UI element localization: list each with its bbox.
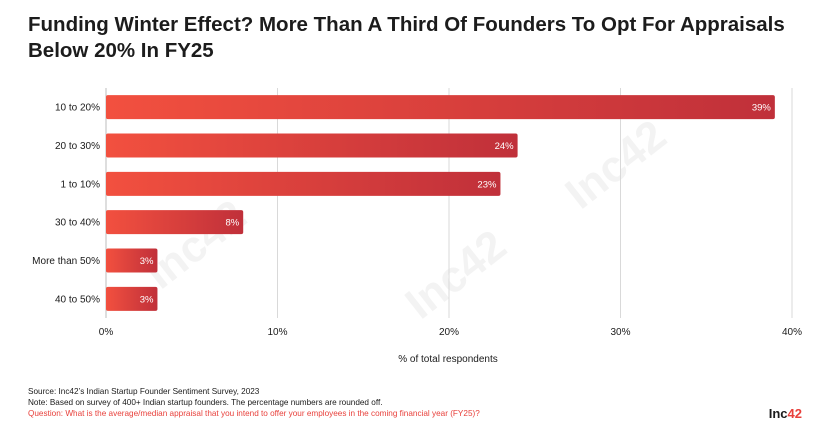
chart-title-line-2: Below 20% In FY25	[28, 39, 214, 62]
bar	[106, 133, 518, 158]
bar	[106, 248, 158, 273]
x-tick-label: 40%	[782, 327, 802, 338]
data-label: 24%	[495, 141, 515, 152]
chart-title-line-1: Funding Winter Effect? More Than A Third…	[28, 13, 785, 36]
category-label: 20 to 30%	[55, 141, 100, 152]
bar	[106, 286, 158, 311]
category-label: More than 50%	[32, 256, 100, 267]
x-tick-label: 0%	[99, 327, 114, 338]
logo-text: Inc	[768, 406, 788, 421]
data-label: 3%	[140, 256, 154, 267]
data-label: 23%	[477, 179, 497, 190]
bar	[106, 95, 775, 120]
bar	[106, 171, 501, 196]
data-label: 3%	[140, 294, 154, 305]
x-tick-label: 10%	[267, 327, 287, 338]
source-text: Source: Inc42’s Indian Startup Founder S…	[28, 387, 260, 396]
category-label: 30 to 40%	[55, 218, 100, 229]
note-text: Note: Based on survey of 400+ Indian sta…	[28, 398, 383, 407]
inc42-logo: Inc42	[769, 406, 802, 421]
bar-chart: 0% 10% 20% 30% 40% 10 to 20% 39% 20 to 30% 24% 1 …	[32, 88, 802, 365]
category-label: 40 to 50%	[55, 294, 100, 305]
category-label: 1 to 10%	[61, 179, 101, 190]
data-label: 8%	[225, 218, 239, 229]
data-label: 39%	[752, 103, 772, 114]
x-axis-title: % of total respondents	[398, 354, 498, 365]
question-text: Question: What is the average/median app…	[28, 409, 480, 418]
x-tick-label: 20%	[439, 327, 459, 338]
x-tick-label: 30%	[610, 327, 630, 338]
logo-accent: 42	[787, 406, 802, 421]
bar	[106, 210, 244, 235]
chart-title: Funding Winter Effect? More Than A Third…	[28, 12, 808, 64]
footer: Source: Inc42’s Indian Startup Founder S…	[28, 386, 480, 419]
category-label: 10 to 20%	[55, 103, 100, 114]
